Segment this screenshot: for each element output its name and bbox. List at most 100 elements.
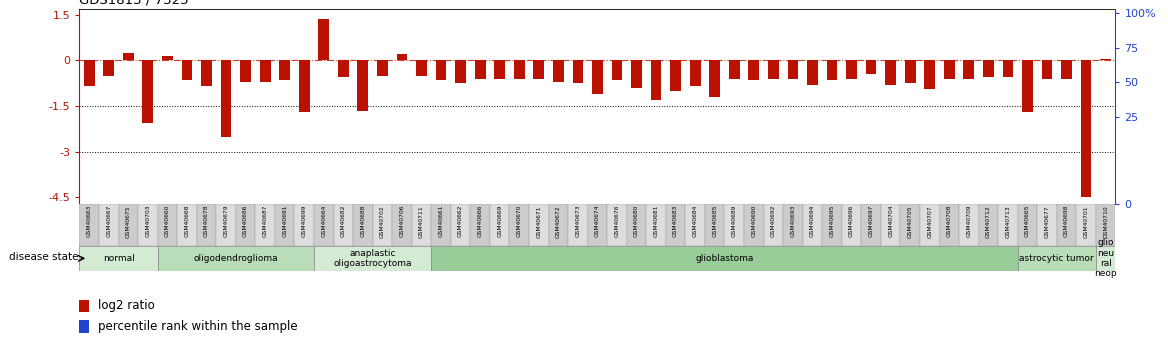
Text: GSM40699: GSM40699 <box>301 205 307 237</box>
Bar <box>471 204 489 246</box>
Bar <box>592 60 603 94</box>
Text: GSM40675: GSM40675 <box>126 205 131 237</box>
Text: GSM40706: GSM40706 <box>399 205 404 237</box>
Text: GSM40708: GSM40708 <box>947 205 952 237</box>
Text: GSM40680: GSM40680 <box>634 205 639 237</box>
Text: GSM40693: GSM40693 <box>791 205 795 237</box>
Text: GSM40707: GSM40707 <box>927 205 932 237</box>
Bar <box>373 204 392 246</box>
Bar <box>509 204 529 246</box>
Bar <box>979 204 999 246</box>
Bar <box>1096 204 1115 246</box>
Bar <box>256 204 274 246</box>
Bar <box>241 60 251 82</box>
Bar <box>392 204 412 246</box>
Bar <box>627 204 646 246</box>
Bar <box>572 60 583 83</box>
Bar <box>944 60 954 79</box>
Bar <box>1002 60 1014 77</box>
Bar <box>686 204 705 246</box>
Bar <box>514 60 524 79</box>
Text: GSM40701: GSM40701 <box>1084 205 1089 237</box>
Bar <box>79 299 89 312</box>
Bar <box>607 204 627 246</box>
Bar <box>299 60 310 112</box>
Text: GSM40679: GSM40679 <box>223 205 229 237</box>
Bar <box>79 204 99 246</box>
Text: log2 ratio: log2 ratio <box>98 299 154 312</box>
Text: GSM40664: GSM40664 <box>321 205 326 237</box>
Bar <box>822 204 842 246</box>
Bar <box>1080 60 1091 197</box>
Text: percentile rank within the sample: percentile rank within the sample <box>98 320 298 333</box>
Text: GSM40689: GSM40689 <box>732 205 737 237</box>
Bar <box>1017 246 1096 271</box>
Text: GSM40666: GSM40666 <box>478 205 482 237</box>
Bar <box>534 60 544 79</box>
Bar <box>178 204 196 246</box>
Bar <box>138 204 158 246</box>
Text: GSM40661: GSM40661 <box>438 205 444 237</box>
Bar <box>705 204 724 246</box>
Bar <box>259 60 271 82</box>
Bar <box>959 204 979 246</box>
Bar <box>142 60 153 123</box>
Bar <box>787 60 798 79</box>
Bar <box>999 204 1017 246</box>
Bar <box>861 204 881 246</box>
Text: GSM40711: GSM40711 <box>419 205 424 238</box>
Bar <box>901 204 920 246</box>
Bar <box>162 56 173 60</box>
Text: GSM40691: GSM40691 <box>283 205 287 237</box>
Bar <box>1096 246 1115 271</box>
Text: GSM40713: GSM40713 <box>1006 205 1010 237</box>
Bar <box>1022 60 1033 112</box>
Bar <box>412 204 431 246</box>
Text: GSM40677: GSM40677 <box>1044 205 1050 237</box>
Text: GSM40685: GSM40685 <box>712 205 717 237</box>
Bar <box>431 204 451 246</box>
Text: GSM40665: GSM40665 <box>1026 205 1030 237</box>
Bar <box>221 60 231 137</box>
Text: GSM40682: GSM40682 <box>341 205 346 237</box>
Bar <box>196 204 216 246</box>
Bar <box>709 60 721 97</box>
Text: glio
neu
ral
neop: glio neu ral neop <box>1094 238 1117 278</box>
Bar <box>783 204 802 246</box>
Text: GSM40710: GSM40710 <box>1103 205 1108 237</box>
Bar <box>1017 204 1037 246</box>
Bar <box>881 204 901 246</box>
Text: GSM40703: GSM40703 <box>145 205 151 237</box>
Text: GSM40702: GSM40702 <box>380 205 385 237</box>
Bar <box>807 60 818 85</box>
Bar <box>827 60 837 80</box>
Bar <box>1100 59 1111 60</box>
Bar <box>666 204 686 246</box>
Bar <box>920 204 939 246</box>
Bar <box>118 204 138 246</box>
Bar <box>236 204 256 246</box>
Text: GSM40660: GSM40660 <box>165 205 169 237</box>
Bar <box>964 60 974 79</box>
Text: GSM40690: GSM40690 <box>751 205 757 237</box>
Text: GSM40687: GSM40687 <box>263 205 267 237</box>
Bar <box>905 60 916 83</box>
Text: GSM40694: GSM40694 <box>809 205 815 237</box>
Bar <box>729 60 739 79</box>
Bar <box>670 60 681 91</box>
Bar <box>939 204 959 246</box>
Bar <box>552 60 564 82</box>
Bar <box>338 60 349 77</box>
Text: astrocytic tumor: astrocytic tumor <box>1020 254 1094 263</box>
Text: GSM40704: GSM40704 <box>888 205 894 237</box>
Bar <box>612 60 623 80</box>
Bar <box>651 60 661 100</box>
Bar <box>451 204 471 246</box>
Bar <box>416 60 426 76</box>
Text: normal: normal <box>103 254 134 263</box>
Text: GSM40674: GSM40674 <box>595 205 600 237</box>
Bar <box>529 204 549 246</box>
Bar <box>744 204 764 246</box>
Bar <box>549 204 568 246</box>
Text: GSM40683: GSM40683 <box>673 205 679 237</box>
